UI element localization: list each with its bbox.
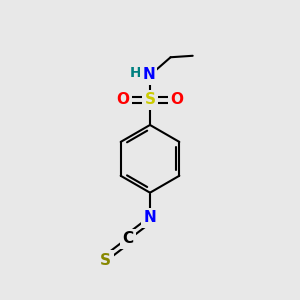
Text: O: O <box>116 92 129 107</box>
Text: S: S <box>100 253 111 268</box>
Text: O: O <box>171 92 184 107</box>
Text: H: H <box>130 66 142 80</box>
Text: N: N <box>144 210 156 225</box>
Text: S: S <box>145 92 155 107</box>
Text: C: C <box>122 231 134 246</box>
Text: N: N <box>142 68 155 82</box>
